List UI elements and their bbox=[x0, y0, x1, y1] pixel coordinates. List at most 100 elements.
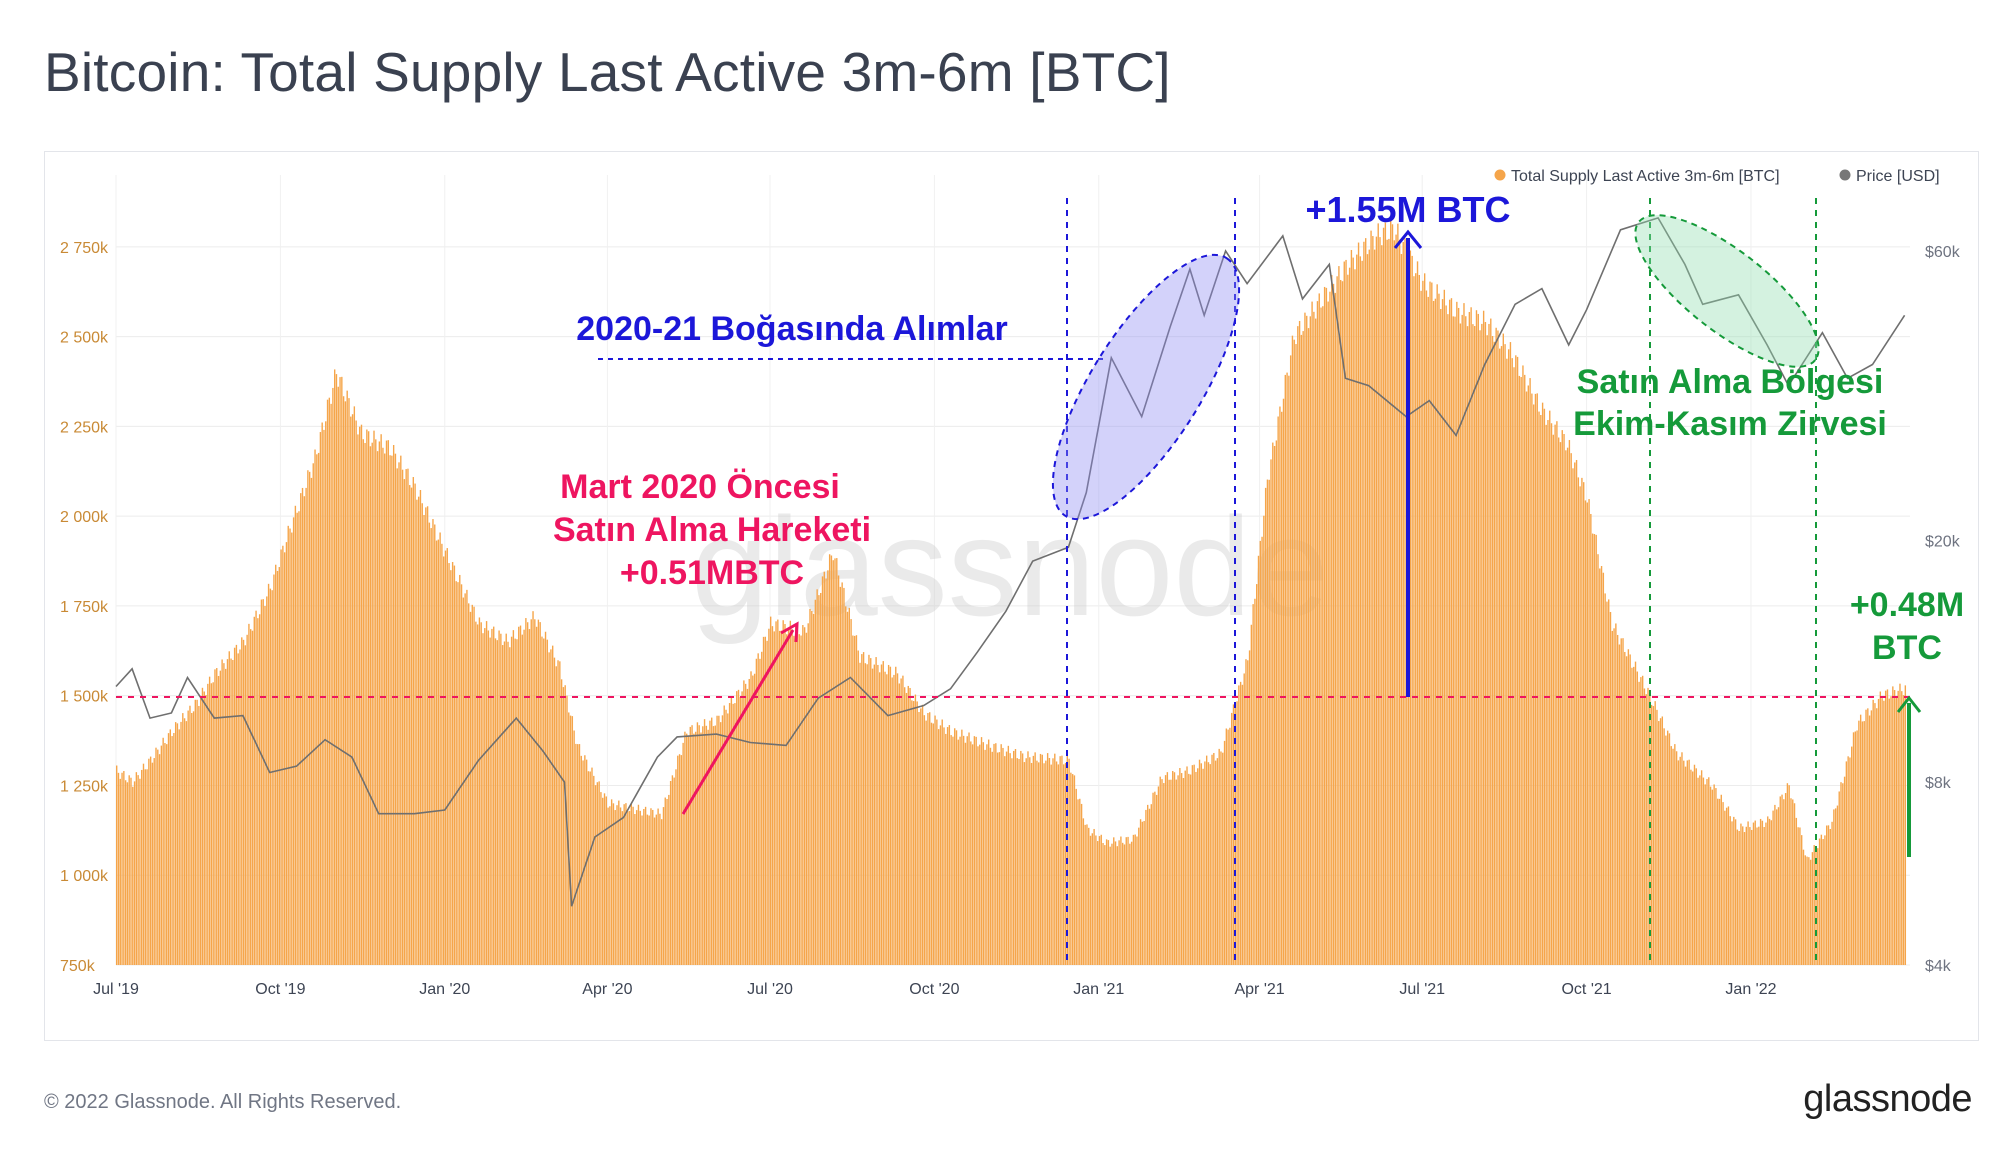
supply-bar bbox=[686, 733, 688, 965]
supply-bar bbox=[1734, 819, 1737, 965]
supply-bar bbox=[135, 772, 138, 965]
y-left-tick-label: 2 250k bbox=[60, 419, 109, 436]
supply-bar bbox=[809, 608, 811, 965]
supply-bar bbox=[1197, 768, 1199, 965]
supply-bar bbox=[1583, 482, 1585, 965]
supply-bar bbox=[780, 630, 783, 965]
supply-bar bbox=[777, 619, 779, 965]
supply-bar bbox=[1157, 786, 1160, 965]
x-tick-label: Jul '21 bbox=[1399, 981, 1445, 998]
supply-bar bbox=[1790, 798, 1792, 965]
supply-bar bbox=[555, 666, 557, 965]
supply-bar bbox=[1457, 307, 1460, 965]
supply-bar bbox=[1270, 459, 1272, 965]
supply-bar bbox=[155, 747, 157, 965]
supply-bar bbox=[1211, 754, 1213, 965]
supply-bar bbox=[719, 722, 722, 965]
supply-bar bbox=[559, 661, 561, 965]
supply-bar bbox=[1611, 630, 1613, 965]
supply-bar bbox=[564, 685, 566, 965]
supply-bar bbox=[526, 622, 529, 965]
supply-bar bbox=[450, 570, 452, 965]
supply-bar bbox=[1502, 333, 1504, 965]
supply-bar bbox=[319, 432, 322, 965]
supply-bar bbox=[1852, 732, 1855, 965]
supply-bar bbox=[1479, 330, 1481, 965]
supply-bar bbox=[541, 636, 543, 965]
supply-bar bbox=[1777, 807, 1780, 965]
supply-bar bbox=[1876, 708, 1878, 965]
supply-bar bbox=[1347, 274, 1349, 966]
supply-bar bbox=[571, 716, 574, 965]
supply-bar bbox=[1758, 826, 1760, 965]
supply-bar bbox=[210, 683, 213, 965]
supply-bar bbox=[1613, 628, 1615, 965]
supply-bar bbox=[939, 725, 942, 965]
supply-bar bbox=[1250, 624, 1253, 965]
supply-bar bbox=[437, 539, 440, 965]
supply-bar bbox=[182, 713, 184, 965]
supply-bar bbox=[142, 763, 145, 965]
supply-bar bbox=[1348, 267, 1351, 965]
supply-bar bbox=[614, 810, 616, 965]
supply-bar bbox=[180, 721, 182, 965]
supply-bar bbox=[807, 623, 809, 965]
supply-bar bbox=[1089, 835, 1092, 965]
supply-bar bbox=[1686, 760, 1689, 965]
supply-bar bbox=[1647, 687, 1649, 965]
supply-bar bbox=[814, 599, 817, 965]
supply-bar bbox=[1325, 287, 1328, 966]
supply-bar bbox=[403, 479, 406, 965]
supply-bar bbox=[793, 635, 795, 965]
supply-bar bbox=[239, 649, 241, 965]
supply-bar bbox=[130, 777, 132, 965]
supply-bar bbox=[525, 618, 527, 965]
x-tick-label: Jul '20 bbox=[747, 981, 793, 998]
pre-march-line2: Satın Alma Hareketi bbox=[553, 511, 871, 549]
supply-bar bbox=[975, 736, 977, 965]
supply-bar bbox=[1023, 762, 1026, 965]
supply-bar bbox=[660, 819, 663, 965]
supply-bar bbox=[219, 670, 222, 965]
supply-bar bbox=[964, 742, 967, 965]
supply-bar bbox=[736, 691, 738, 965]
supply-bar bbox=[677, 755, 679, 965]
supply-bar bbox=[1713, 784, 1715, 965]
supply-bar bbox=[162, 737, 164, 965]
supply-bar bbox=[868, 654, 870, 965]
supply-bar bbox=[1468, 312, 1471, 965]
supply-bar bbox=[1838, 791, 1840, 965]
supply-bar bbox=[1438, 293, 1440, 965]
supply-bar bbox=[1536, 393, 1538, 966]
supply-bar bbox=[1227, 729, 1229, 965]
supply-bar bbox=[546, 639, 549, 965]
supply-bar bbox=[850, 619, 852, 965]
supply-bar bbox=[385, 440, 388, 965]
supply-bar bbox=[1561, 430, 1563, 965]
supply-bar bbox=[569, 715, 572, 965]
supply-bar bbox=[116, 765, 118, 965]
supply-bar bbox=[737, 689, 740, 965]
supply-bar bbox=[194, 699, 197, 965]
supply-bar bbox=[1345, 259, 1347, 965]
supply-bar bbox=[1674, 744, 1676, 965]
legend: Total Supply Last Active 3m-6m [BTC] Pri… bbox=[1494, 168, 1940, 185]
supply-bar bbox=[1597, 554, 1599, 965]
supply-bar bbox=[350, 416, 352, 966]
supply-bar bbox=[1130, 841, 1133, 965]
supply-bar bbox=[945, 733, 947, 965]
supply-bar bbox=[124, 780, 127, 965]
supply-bar bbox=[1440, 309, 1442, 965]
supply-bar bbox=[1797, 827, 1799, 965]
x-tick-label: Jul '19 bbox=[93, 981, 139, 998]
supply-bar bbox=[501, 645, 504, 965]
supply-bar bbox=[1884, 690, 1887, 965]
supply-bar bbox=[230, 658, 232, 965]
supply-bar bbox=[1743, 832, 1746, 965]
supply-bar bbox=[1397, 223, 1399, 965]
supply-bar bbox=[308, 471, 311, 965]
supply-bar bbox=[1138, 827, 1140, 965]
supply-bar bbox=[1747, 821, 1749, 965]
supply-bar bbox=[1275, 440, 1278, 965]
supply-bar bbox=[1809, 859, 1812, 965]
